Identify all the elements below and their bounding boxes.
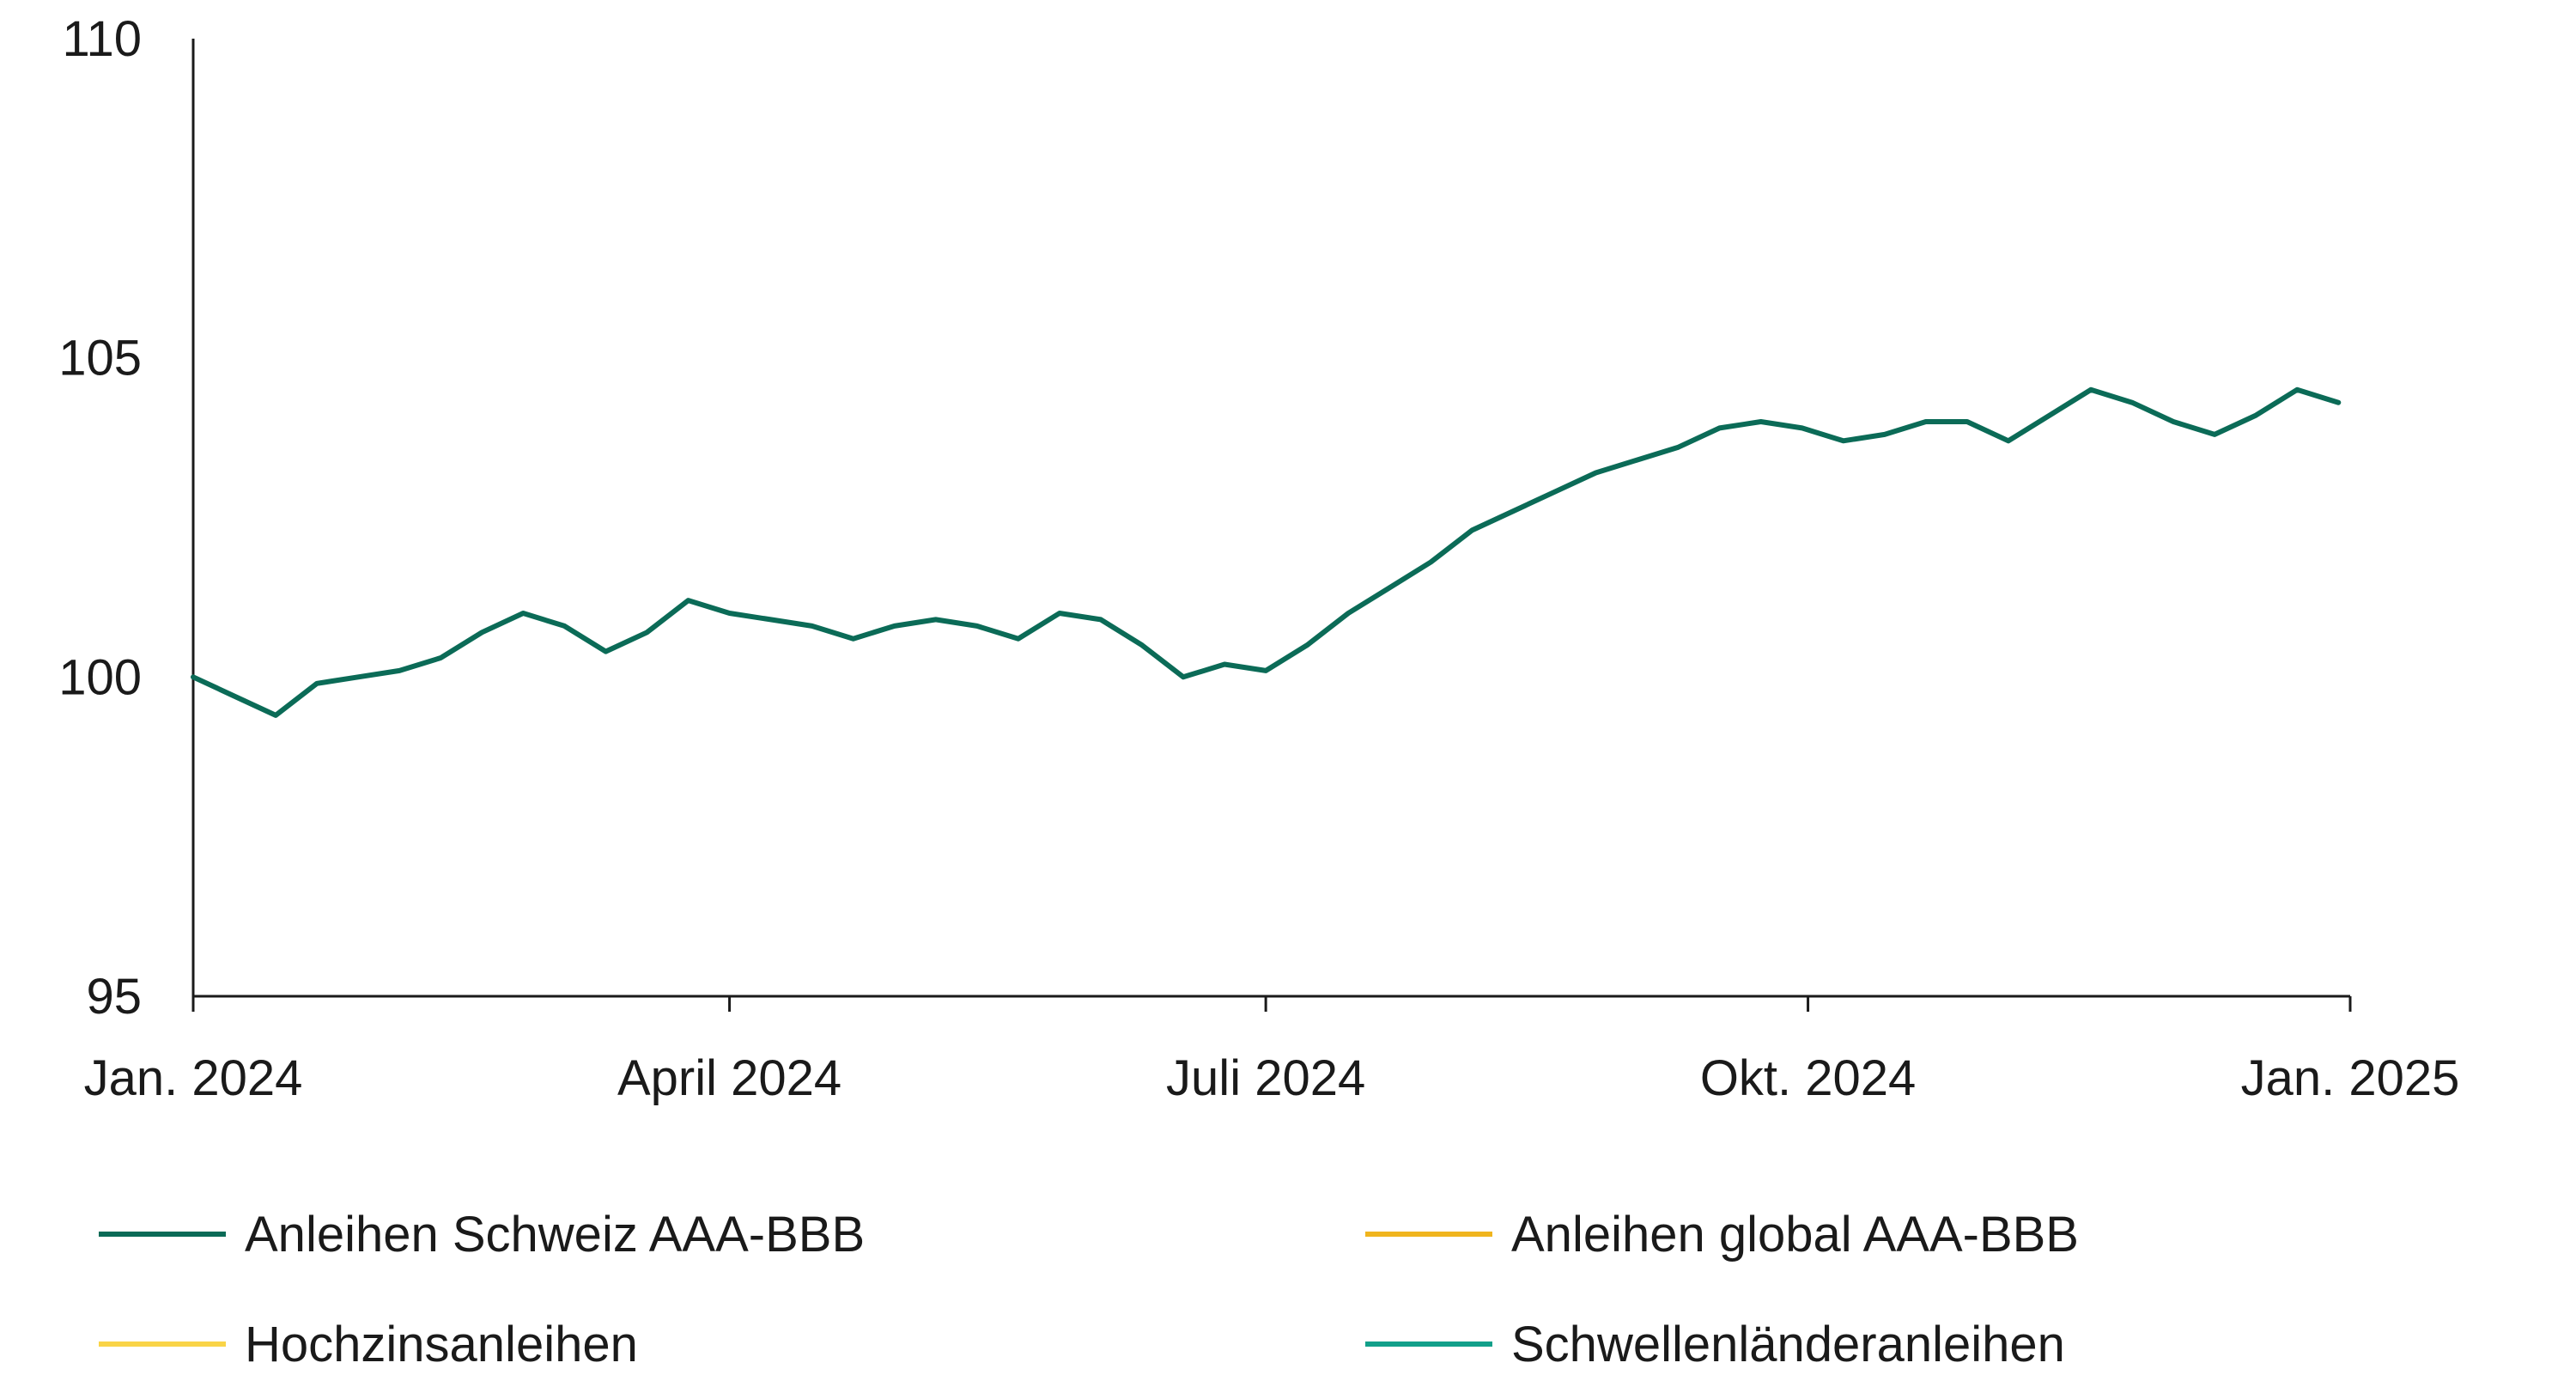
x-tick-label: Okt. 2024 [1700,1050,1916,1106]
y-tick-label: 95 [86,969,142,1025]
series-line [191,386,2342,718]
x-tick-label: Jan. 2025 [2241,1050,2460,1106]
x-tick-label: Juli 2024 [1166,1050,1365,1106]
legend-label: Schwellenländeranleihen [1511,1317,2065,1372]
y-tick-label: 110 [63,11,142,67]
legend-item-schwellenlaenderanleihen: Schwellenländeranleihen [1365,1317,2065,1372]
series-lines [191,386,2342,718]
legend-label: Anleihen global AAA-BBB [1511,1207,2079,1262]
legend-label: Anleihen Schweiz AAA-BBB [245,1207,865,1262]
legend-item-anleihen-schweiz: Anleihen Schweiz AAA-BBB [99,1207,865,1262]
legend-label: Hochzinsanleihen [245,1317,638,1372]
y-tick-label: 100 [58,649,142,705]
legend: Anleihen Schweiz AAA-BBB Anleihen global… [99,1207,2079,1372]
y-tick-labels: 95 100 105 110 [58,11,142,1025]
x-tick-label: April 2024 [617,1050,841,1106]
x-tick-labels: Jan. 2024 April 2024 Juli 2024 Okt. 2024 Jan… [84,996,2460,1106]
legend-item-hochzinsanleihen: Hochzinsanleihen [99,1317,638,1372]
legend-item-anleihen-global: Anleihen global AAA-BBB [1365,1207,2079,1262]
axes [191,39,2350,998]
x-tick-label: Jan. 2024 [84,1050,303,1106]
y-tick-label: 105 [58,331,142,386]
